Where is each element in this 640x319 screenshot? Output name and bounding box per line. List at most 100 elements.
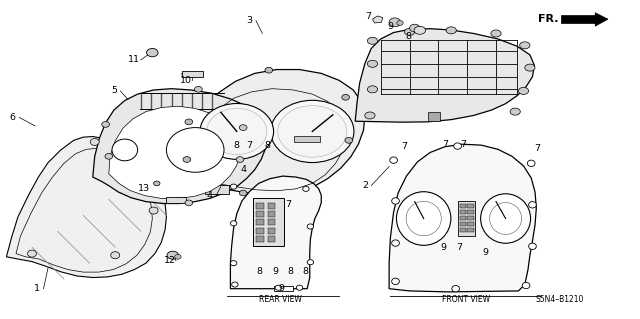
Bar — [268, 211, 275, 217]
Ellipse shape — [239, 190, 247, 196]
Text: 8: 8 — [287, 267, 293, 276]
Text: 4: 4 — [240, 165, 246, 174]
Ellipse shape — [365, 112, 375, 119]
Ellipse shape — [510, 108, 520, 115]
Polygon shape — [6, 137, 166, 278]
Bar — [268, 236, 275, 242]
Ellipse shape — [527, 160, 535, 167]
Ellipse shape — [520, 42, 530, 49]
Text: 6: 6 — [10, 113, 16, 122]
Ellipse shape — [303, 186, 309, 191]
Polygon shape — [230, 176, 321, 289]
Bar — [428, 112, 440, 121]
Ellipse shape — [481, 194, 531, 243]
Text: S5N4–B1210: S5N4–B1210 — [536, 295, 584, 304]
Ellipse shape — [446, 27, 456, 34]
Bar — [460, 222, 466, 226]
Ellipse shape — [367, 86, 378, 93]
Ellipse shape — [230, 261, 237, 266]
Bar — [268, 203, 275, 209]
Ellipse shape — [105, 153, 113, 159]
Text: 10: 10 — [180, 76, 191, 85]
Text: 9: 9 — [440, 243, 446, 252]
Text: 8: 8 — [264, 141, 271, 150]
Ellipse shape — [230, 221, 237, 226]
Ellipse shape — [200, 103, 274, 160]
Ellipse shape — [414, 26, 426, 34]
Ellipse shape — [392, 198, 399, 204]
Bar — [460, 216, 466, 220]
Ellipse shape — [185, 200, 193, 206]
Ellipse shape — [392, 278, 399, 285]
Ellipse shape — [452, 286, 460, 292]
Bar — [256, 219, 264, 225]
Text: 3: 3 — [246, 16, 253, 25]
Text: 8: 8 — [405, 32, 412, 41]
Polygon shape — [93, 89, 268, 204]
Ellipse shape — [207, 108, 267, 155]
Bar — [253, 198, 284, 246]
Bar — [274, 286, 293, 291]
Text: 5: 5 — [111, 86, 117, 95]
Bar — [205, 185, 229, 194]
Ellipse shape — [154, 181, 160, 186]
Ellipse shape — [265, 67, 273, 73]
Ellipse shape — [367, 60, 378, 67]
Text: REAR VIEW: REAR VIEW — [259, 295, 301, 304]
Ellipse shape — [491, 30, 501, 37]
Bar — [256, 236, 264, 242]
Ellipse shape — [175, 255, 181, 259]
Ellipse shape — [518, 87, 529, 94]
Bar — [460, 210, 466, 214]
Ellipse shape — [529, 202, 536, 208]
Ellipse shape — [397, 20, 403, 26]
Text: 1: 1 — [34, 284, 40, 293]
Ellipse shape — [28, 250, 36, 257]
Polygon shape — [179, 70, 365, 195]
Ellipse shape — [185, 119, 193, 125]
Text: 9: 9 — [482, 248, 488, 256]
Ellipse shape — [307, 224, 314, 229]
Ellipse shape — [345, 137, 353, 143]
Bar — [458, 201, 475, 236]
Polygon shape — [372, 16, 383, 23]
Text: 7: 7 — [534, 144, 541, 153]
Ellipse shape — [389, 18, 401, 27]
Ellipse shape — [90, 138, 99, 145]
Text: 2: 2 — [362, 181, 368, 190]
Text: 8: 8 — [302, 267, 308, 276]
Polygon shape — [561, 15, 598, 23]
Text: 9: 9 — [272, 267, 278, 276]
Text: 13: 13 — [138, 184, 150, 193]
Ellipse shape — [271, 100, 354, 163]
Bar — [467, 216, 474, 220]
Text: 7: 7 — [460, 140, 466, 149]
Ellipse shape — [112, 139, 138, 161]
Ellipse shape — [397, 192, 451, 245]
Bar — [294, 136, 320, 142]
Ellipse shape — [183, 157, 191, 162]
Bar — [256, 203, 264, 209]
Ellipse shape — [490, 203, 522, 234]
Bar — [256, 211, 264, 217]
Text: 11: 11 — [129, 56, 140, 64]
Ellipse shape — [525, 64, 535, 71]
Ellipse shape — [454, 143, 461, 149]
Ellipse shape — [342, 94, 349, 100]
Text: 7: 7 — [365, 12, 371, 21]
Bar — [460, 204, 466, 208]
Text: 12: 12 — [164, 256, 175, 265]
Ellipse shape — [230, 184, 237, 189]
Ellipse shape — [410, 24, 420, 32]
Bar — [166, 197, 186, 203]
Bar — [467, 204, 474, 208]
Ellipse shape — [239, 125, 247, 130]
Text: 8: 8 — [234, 141, 240, 150]
Bar — [268, 228, 275, 234]
Ellipse shape — [367, 37, 378, 44]
Ellipse shape — [278, 106, 347, 157]
Polygon shape — [109, 106, 239, 198]
Ellipse shape — [390, 157, 397, 163]
Text: 7: 7 — [442, 140, 448, 149]
Ellipse shape — [167, 251, 179, 259]
